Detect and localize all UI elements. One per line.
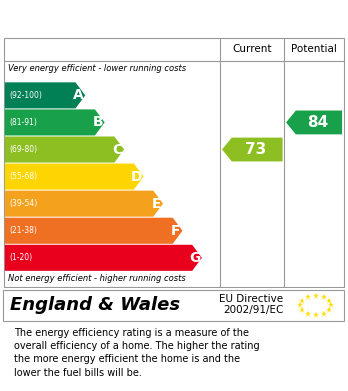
Text: (69-80): (69-80) xyxy=(9,145,38,154)
Text: 84: 84 xyxy=(307,115,328,130)
Polygon shape xyxy=(5,83,85,108)
Text: A: A xyxy=(73,88,84,102)
Text: E: E xyxy=(152,197,161,211)
Text: Very energy efficient - lower running costs: Very energy efficient - lower running co… xyxy=(8,64,186,73)
Text: (1-20): (1-20) xyxy=(9,253,32,262)
Text: F: F xyxy=(171,224,181,238)
Text: 73: 73 xyxy=(245,142,267,157)
Text: D: D xyxy=(130,170,142,184)
Text: Current: Current xyxy=(232,44,272,54)
Text: England & Wales: England & Wales xyxy=(10,296,181,314)
Text: G: G xyxy=(189,251,200,265)
Text: (92-100): (92-100) xyxy=(9,91,42,100)
Polygon shape xyxy=(222,138,283,161)
Text: (81-91): (81-91) xyxy=(9,118,37,127)
Text: EU Directive
2002/91/EC: EU Directive 2002/91/EC xyxy=(219,294,283,316)
Text: Energy Efficiency Rating: Energy Efficiency Rating xyxy=(60,9,288,28)
Text: (39-54): (39-54) xyxy=(9,199,38,208)
Polygon shape xyxy=(5,245,202,271)
Polygon shape xyxy=(5,218,182,244)
Text: Not energy efficient - higher running costs: Not energy efficient - higher running co… xyxy=(8,274,185,283)
Text: (55-68): (55-68) xyxy=(9,172,38,181)
Polygon shape xyxy=(5,163,144,190)
Polygon shape xyxy=(5,109,105,135)
Text: Potential: Potential xyxy=(291,44,337,54)
Text: B: B xyxy=(92,115,103,129)
Text: The energy efficiency rating is a measure of the
overall efficiency of a home. T: The energy efficiency rating is a measur… xyxy=(14,328,260,378)
Polygon shape xyxy=(5,191,163,217)
Text: (21-38): (21-38) xyxy=(9,226,37,235)
Text: C: C xyxy=(112,142,122,156)
Polygon shape xyxy=(5,136,124,163)
Polygon shape xyxy=(286,111,342,135)
